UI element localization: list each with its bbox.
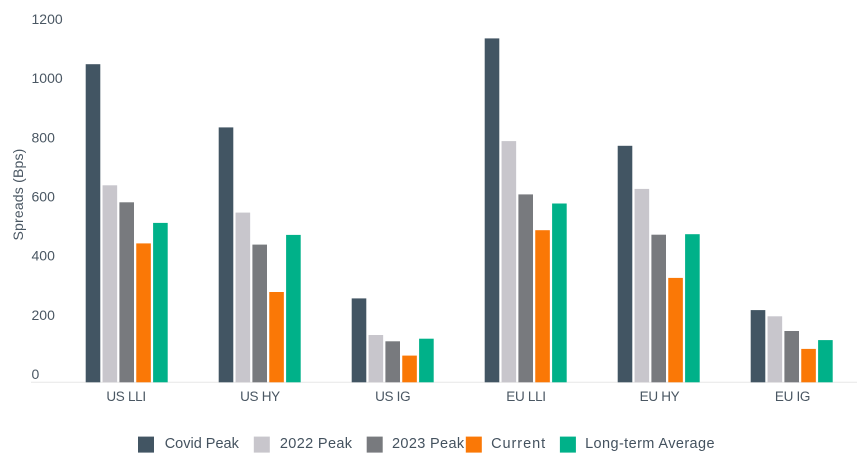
svg-text:EU HY: EU HY	[640, 389, 680, 404]
svg-text:800: 800	[32, 129, 56, 145]
svg-text:US LLI: US LLI	[106, 389, 145, 404]
svg-text:1000: 1000	[32, 70, 63, 86]
svg-text:EU LLI: EU LLI	[506, 389, 545, 404]
svg-text:Spreads (Bps): Spreads (Bps)	[10, 148, 26, 240]
svg-text:2022 Peak: 2022 Peak	[280, 436, 353, 452]
svg-text:0: 0	[32, 366, 40, 382]
svg-text:US IG: US IG	[375, 389, 410, 404]
svg-text:200: 200	[32, 307, 56, 323]
svg-text:US HY: US HY	[240, 389, 280, 404]
svg-text:EU IG: EU IG	[775, 389, 810, 404]
svg-text:Covid Peak: Covid Peak	[165, 436, 240, 452]
svg-text:2023 Peak: 2023 Peak	[392, 436, 465, 452]
svg-text:400: 400	[32, 248, 56, 264]
svg-text:Current: Current	[491, 436, 546, 452]
svg-text:Long-term Average: Long-term Average	[585, 436, 715, 452]
svg-text:600: 600	[32, 189, 56, 205]
svg-text:1200: 1200	[32, 11, 63, 27]
